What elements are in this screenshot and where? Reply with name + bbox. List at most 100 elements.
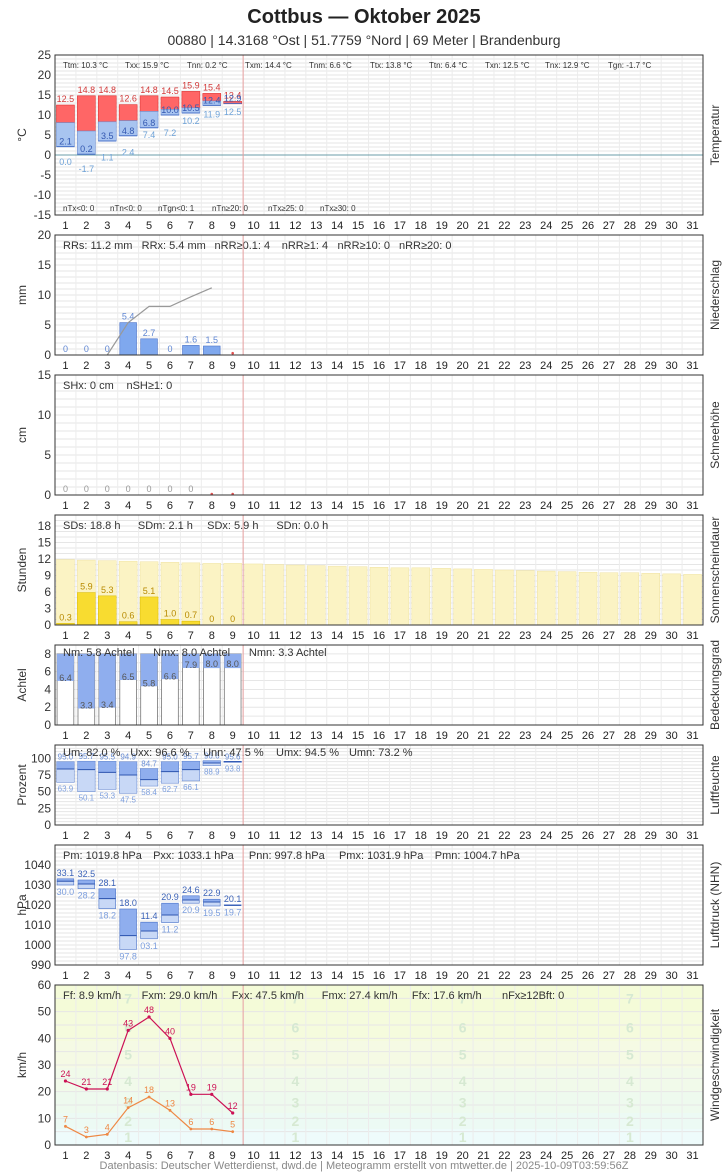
humidity-stat: Unn: 47.5 % — [203, 747, 264, 759]
snow-y-tick: 5 — [44, 448, 51, 462]
temperature-y-tick: -10 — [34, 188, 52, 202]
temperature-x-tick: 17 — [394, 220, 406, 232]
humidity-x-tick: 29 — [645, 830, 657, 842]
cloud_cover-y-tick: 2 — [44, 700, 51, 714]
snow-x-tick: 20 — [456, 500, 468, 512]
humidity-upper-bar — [98, 761, 117, 773]
beaufort-number: 4 — [626, 1073, 634, 1089]
snow-x-tick: 26 — [582, 500, 594, 512]
sun-possible-bar — [432, 568, 451, 626]
humidity-y-tick: 75 — [38, 768, 52, 782]
temp-ground-label: -1.7 — [79, 164, 95, 174]
sun-possible-bar — [244, 563, 263, 626]
humidity-x-tick: 3 — [104, 830, 110, 842]
pressure-lower-bar — [161, 914, 179, 923]
temperature-stat: Txm: 14.4 °C — [245, 61, 292, 70]
temp-max-bar — [139, 95, 159, 112]
precipitation-x-tick: 20 — [456, 360, 468, 372]
pressure-y-label: hPa — [15, 894, 29, 916]
pressure-x-tick: 6 — [167, 970, 173, 982]
pressure-x-tick: 14 — [331, 970, 343, 982]
cloud_cover-side-label: Bedeckungsgrad — [708, 640, 722, 730]
wind-gust-point — [189, 1092, 193, 1096]
precip-label: 1.5 — [206, 335, 219, 345]
precipitation-y-tick: 5 — [44, 318, 51, 332]
cloud_cover-x-tick: 21 — [477, 730, 489, 742]
wind-x-tick: 31 — [686, 1150, 698, 1162]
precipitation-x-tick: 14 — [331, 360, 343, 372]
sunshine-x-tick: 2 — [83, 630, 89, 642]
wind-x-tick: 29 — [645, 1150, 657, 1162]
pressure-x-tick: 17 — [394, 970, 406, 982]
wind-gust-point — [168, 1036, 172, 1040]
precipitation-stat: nRR≥0.1: 4 — [215, 240, 271, 252]
humidity-x-tick: 26 — [582, 830, 594, 842]
humidity-x-tick: 16 — [373, 830, 385, 842]
cloud-label: 6.5 — [122, 672, 135, 682]
temp-max-label: 15.4 — [203, 82, 221, 92]
humidity-max-label: 95.7 — [79, 752, 95, 761]
precipitation-y-tick: 10 — [38, 288, 52, 302]
snow-x-tick: 1 — [62, 500, 68, 512]
wind-mean-label: 14 — [123, 1096, 133, 1106]
snow-label: 0 — [188, 484, 193, 494]
pressure-x-tick: 4 — [125, 970, 131, 982]
humidity-stat: Uxx: 96.6 % — [130, 747, 190, 759]
wind-mean-label: 3 — [84, 1125, 89, 1135]
temperature-x-tick: 3 — [104, 220, 110, 232]
humidity-x-tick: 24 — [540, 830, 552, 842]
beaufort-band — [55, 1067, 703, 1092]
pressure-stat: Pxx: 1033.1 hPa — [153, 850, 235, 862]
beaufort-band — [55, 1091, 703, 1113]
pressure-x-tick: 26 — [582, 970, 594, 982]
precipitation-y-tick: 0 — [44, 348, 51, 362]
precip-bar — [140, 338, 158, 356]
sunshine-stat: SDn: 0.0 h — [276, 520, 328, 532]
wind-x-tick: 9 — [230, 1150, 236, 1162]
wind-x-tick: 13 — [310, 1150, 322, 1162]
snow-x-tick: 19 — [436, 500, 448, 512]
wind-x-tick: 15 — [352, 1150, 364, 1162]
cloud_cover-x-tick: 14 — [331, 730, 343, 742]
wind-gust-point — [231, 1111, 235, 1115]
sunshine-y-tick: 15 — [38, 536, 52, 550]
sunshine-x-tick: 10 — [247, 630, 259, 642]
sun-possible-bar — [557, 571, 577, 626]
pressure-x-tick: 13 — [310, 970, 322, 982]
sun-possible-bar — [265, 564, 284, 626]
precip-label: 0 — [167, 344, 172, 354]
sunshine-x-tick: 23 — [519, 630, 531, 642]
beaufort-number: 3 — [291, 1094, 299, 1110]
snow-label: 0 — [167, 484, 172, 494]
humidity-stat: Um: 82.0 % — [63, 747, 121, 759]
sunshine-x-tick: 28 — [624, 630, 636, 642]
temp-max-bar — [118, 104, 138, 121]
temperature-x-tick: 14 — [331, 220, 343, 232]
sunshine-y-tick: 18 — [38, 519, 52, 533]
temp-min-label: 6.8 — [143, 118, 156, 128]
cloud_cover-x-tick: 18 — [415, 730, 427, 742]
cloud-label: 8.0 — [206, 659, 219, 669]
temp-ground-label: 0.0 — [59, 157, 72, 167]
humidity-x-tick: 5 — [146, 830, 152, 842]
wind-gust-label: 19 — [207, 1082, 217, 1092]
wind-mean-label: 13 — [165, 1098, 175, 1108]
cloud_cover-stat: Nm: 5.8 Achtel — [63, 647, 135, 659]
snow-x-tick: 3 — [104, 500, 110, 512]
pressure-min-label: 11.2 — [162, 925, 179, 935]
sunshine-x-tick: 5 — [146, 630, 152, 642]
sunshine-stat: SDs: 18.8 h — [63, 520, 120, 532]
beaufort-number: 6 — [459, 1020, 467, 1036]
precip-label: 0 — [63, 344, 68, 354]
beaufort-number: 4 — [459, 1073, 467, 1089]
temperature-x-tick: 21 — [477, 220, 489, 232]
sunshine-x-tick: 15 — [352, 630, 364, 642]
wind-x-tick: 14 — [331, 1150, 343, 1162]
temp-max-label: 14.8 — [98, 85, 116, 95]
humidity-lower-bar — [181, 769, 200, 782]
humidity-x-tick: 25 — [561, 830, 573, 842]
cloud_cover-y-tick: 4 — [44, 682, 51, 696]
wind-gust-label: 21 — [102, 1077, 112, 1087]
